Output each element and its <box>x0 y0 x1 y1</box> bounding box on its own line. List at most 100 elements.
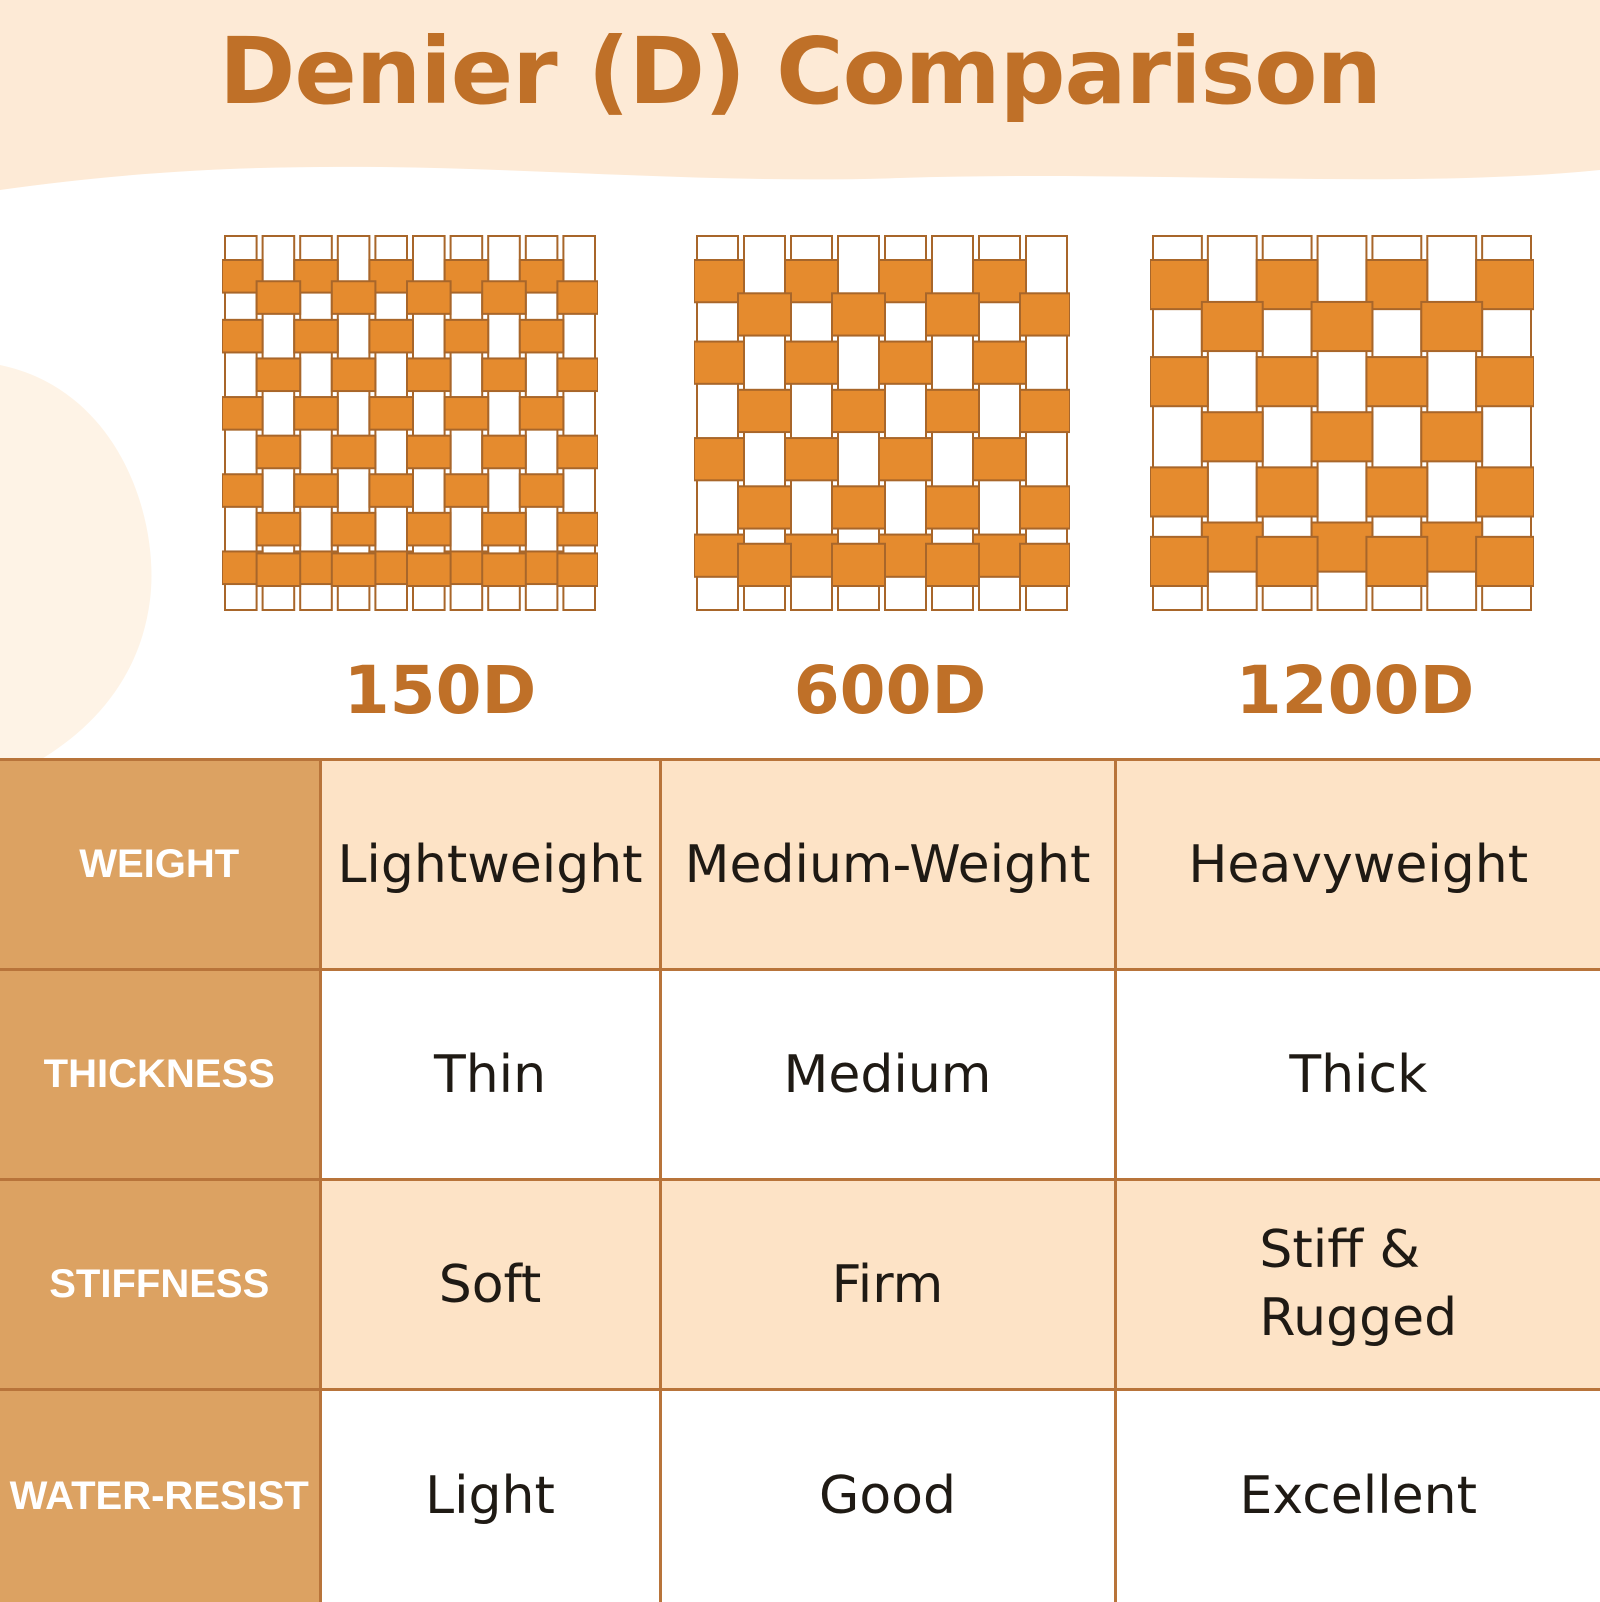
weave-swatch-150d <box>222 235 598 611</box>
cell-water-resist-600d: Good <box>658 1388 1117 1602</box>
weft-segment <box>1255 535 1319 588</box>
table-row-thickness: THICKNESS Thin Medium Thick <box>0 968 1600 1181</box>
weft-segment <box>1255 466 1319 518</box>
weft-segment <box>406 511 452 547</box>
weft-segment <box>556 552 598 587</box>
weft-segment <box>1310 521 1374 573</box>
weft-segment <box>406 434 452 470</box>
weft-segment <box>330 511 377 547</box>
weft-segment <box>556 511 598 547</box>
table-row-stiffness: STIFFNESS Soft Firm Stiff & Rugged <box>0 1178 1600 1391</box>
weft-segment <box>1150 535 1209 588</box>
weft-segment <box>1420 411 1484 463</box>
background-decoration <box>0 0 1600 760</box>
weft-segment <box>1420 300 1484 353</box>
weft-segment <box>481 357 527 393</box>
weft-segment <box>1365 356 1429 408</box>
weft-segment <box>330 434 377 470</box>
weft-segment <box>443 473 490 508</box>
weft-segment <box>443 318 490 354</box>
weft-segment <box>878 533 933 578</box>
stiffness-1200d-text: Stiff & Rugged <box>1259 1219 1458 1348</box>
weft-segment <box>1365 259 1429 311</box>
weft-segment <box>784 437 839 482</box>
weft-segment <box>222 396 264 431</box>
cell-thickness-600d: Medium <box>658 968 1117 1181</box>
weft-segment <box>255 511 302 547</box>
weft-segment <box>1150 466 1209 518</box>
weft-segment <box>1475 535 1534 588</box>
weft-segment <box>222 473 264 508</box>
weft-segment <box>368 396 414 431</box>
left-arc-shape <box>0 365 152 760</box>
weft-segment <box>878 340 933 385</box>
row-header-thickness: THICKNESS <box>0 968 322 1181</box>
weft-segment <box>1310 411 1374 463</box>
weft-segment <box>255 280 302 315</box>
weft-segment <box>481 280 527 315</box>
cell-water-resist-150d: Light <box>318 1388 662 1602</box>
weft-segment <box>255 552 302 587</box>
row-header-stiffness: STIFFNESS <box>0 1178 322 1391</box>
weft-segment <box>878 259 933 304</box>
weft-segment <box>368 550 414 586</box>
weft-segment <box>443 259 490 294</box>
weft-segment <box>1255 259 1319 311</box>
weft-segment <box>694 340 745 385</box>
cell-stiffness-150d: Soft <box>318 1178 662 1391</box>
weft-segment <box>925 542 980 587</box>
weft-segment <box>831 542 886 587</box>
table-row-water-resist: WATER-RESIST Light Good Excellent <box>0 1388 1600 1602</box>
weft-segment <box>1255 356 1319 408</box>
weft-segment <box>694 259 745 304</box>
weft-segment <box>293 550 339 586</box>
weft-segment <box>1150 259 1209 311</box>
weft-segment <box>406 280 452 315</box>
cell-weight-150d: Lightweight <box>318 758 662 971</box>
weft-segment <box>831 292 886 337</box>
weft-segment <box>406 357 452 393</box>
weft-segment <box>481 511 527 547</box>
cell-weight-1200d: Heavyweight <box>1113 758 1600 971</box>
weft-segment <box>1365 535 1429 588</box>
weft-segment <box>481 552 527 587</box>
weft-segment <box>831 485 886 530</box>
weft-segment <box>1200 521 1264 573</box>
weft-segment <box>694 437 745 482</box>
weft-segment <box>1475 466 1534 518</box>
weft-segment <box>518 259 565 294</box>
weft-segment <box>255 434 302 470</box>
weft-segment <box>293 396 339 431</box>
weft-segment <box>368 318 414 354</box>
weft-segment <box>831 388 886 434</box>
weft-segment <box>368 473 414 508</box>
weft-segment <box>406 552 452 587</box>
weft-segment <box>972 437 1027 482</box>
top-wave-band <box>0 0 1600 190</box>
weft-segment <box>1365 466 1429 518</box>
weft-segment <box>222 318 264 354</box>
weft-segment <box>1019 388 1070 434</box>
cell-weight-600d: Medium-Weight <box>658 758 1117 971</box>
cell-thickness-1200d: Thick <box>1113 968 1600 1181</box>
weft-segment <box>1150 356 1209 408</box>
cell-thickness-150d: Thin <box>318 968 662 1181</box>
weft-segment <box>737 292 792 337</box>
weft-segment <box>1200 300 1264 353</box>
weft-segment <box>368 259 414 294</box>
weft-segment <box>1310 300 1374 353</box>
weft-segment <box>1019 292 1070 337</box>
weft-segment <box>255 357 302 393</box>
weave-swatch-600d <box>694 235 1070 611</box>
weft-segment <box>784 259 839 304</box>
weft-segment <box>925 292 980 337</box>
weft-segment <box>556 357 598 393</box>
weft-segment <box>1200 411 1264 463</box>
weft-segment <box>330 552 377 587</box>
weft-segment <box>925 388 980 434</box>
weft-segment <box>784 533 839 578</box>
weft-segment <box>1019 485 1070 530</box>
weft-segment <box>518 396 565 431</box>
weft-segment <box>737 542 792 587</box>
cell-stiffness-1200d: Stiff & Rugged <box>1113 1178 1600 1391</box>
